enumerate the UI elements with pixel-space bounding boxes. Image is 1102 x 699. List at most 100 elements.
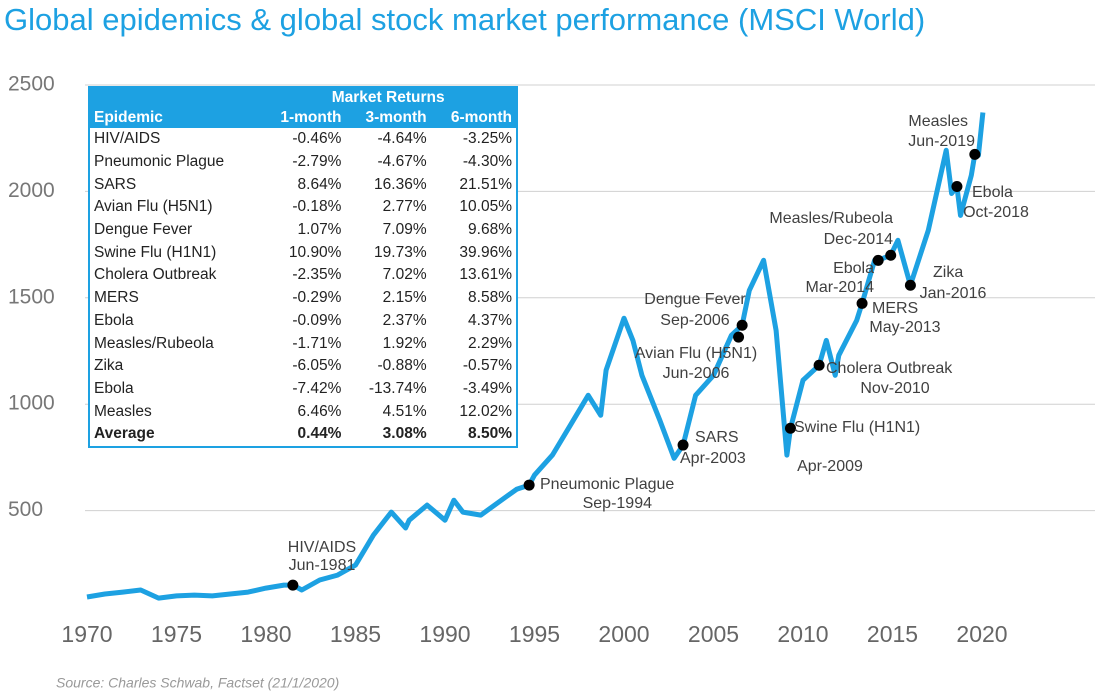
table-cell: 19.73%	[374, 243, 427, 261]
event-date: Jun-1981	[289, 557, 356, 574]
table-cell: -6.05%	[292, 357, 342, 375]
table-cell: 7.09%	[382, 221, 427, 239]
chart-title: Global epidemics & global stock market p…	[4, 2, 925, 37]
table-row: Market Returns	[89, 87, 517, 108]
table-title: Market Returns	[260, 87, 517, 108]
table-row: SARS 8.64% 16.36% 21.51%	[89, 173, 517, 196]
returns-table: Market Returns Epidemic 1-month 3-month 6-mo…	[88, 86, 518, 448]
table-cell: Ebola	[94, 379, 134, 397]
table-cell: -0.09%	[292, 311, 342, 329]
event-name: Ebola	[833, 260, 874, 277]
event-name: Swine Flu (H1N1)	[794, 419, 920, 436]
event-date: Apr-2009	[797, 458, 863, 475]
table-cell: Ebola	[94, 311, 134, 329]
table-cell: Average	[94, 425, 155, 443]
event-name: Ebola	[972, 184, 1013, 201]
table-cell: -0.46%	[292, 130, 342, 148]
event-name: Measles	[908, 113, 968, 130]
table-cell: 0.44%	[297, 425, 342, 443]
table-cell: -7.42%	[292, 379, 342, 397]
event-name: Zika	[933, 264, 963, 281]
event-point	[784, 422, 796, 434]
x-tick-label: 2000	[598, 621, 649, 647]
table-cell: 2.29%	[468, 334, 512, 352]
table-cell: Zika	[94, 357, 124, 375]
table-cell: 8.58%	[468, 289, 512, 307]
table-cell: 13.61%	[459, 266, 512, 284]
table-cell: -3.49%	[462, 379, 512, 397]
table-cell: 16.36%	[374, 175, 427, 193]
event-date: Dec-2014	[824, 231, 893, 248]
event-date: Oct-2018	[963, 204, 1029, 221]
table-row: Swine Flu (H1N1) 10.90% 19.73% 39.96%	[89, 241, 517, 264]
table-cell: 1.92%	[382, 334, 427, 352]
event-date: Mar-2014	[806, 279, 875, 296]
table-cell: Dengue Fever	[94, 221, 193, 239]
event-name: Dengue Fever	[644, 291, 746, 308]
event-date: Jun-2019	[908, 133, 975, 150]
table-cell: -2.79%	[292, 153, 342, 171]
table-cell: 1.07%	[297, 221, 342, 239]
event-point	[904, 279, 916, 291]
y-tick-label: 2000	[8, 179, 55, 202]
table-cell: -13.74%	[368, 379, 427, 397]
table-cell: 39.96%	[459, 243, 512, 261]
event-date: May-2013	[869, 319, 940, 336]
blank-cell	[89, 87, 261, 108]
table-cell: 3.08%	[382, 425, 427, 443]
table-cell: HIV/AIDS	[94, 130, 161, 148]
table-cell: Swine Flu (H1N1)	[94, 243, 217, 261]
table-cell: -4.67%	[377, 153, 427, 171]
x-tick-label: 2015	[867, 621, 918, 647]
table-cell: 2.77%	[382, 198, 427, 216]
table-row: Ebola -0.09% 2.37% 4.37%	[89, 310, 517, 333]
event-date: Nov-2010	[860, 380, 929, 397]
table-cell: 4.51%	[382, 402, 427, 420]
event-point	[677, 439, 689, 451]
event-point	[523, 479, 535, 491]
event-point	[856, 297, 868, 309]
table-row: Measles/Rubeola -1.71% 1.92% 2.29%	[89, 332, 517, 355]
table-cell: -0.18%	[292, 198, 342, 216]
table-cell: Avian Flu (H5N1)	[94, 198, 213, 216]
table-cell: -4.64%	[377, 130, 427, 148]
table-cell: MERS	[94, 289, 139, 307]
table-cell: 21.51%	[459, 175, 512, 193]
y-tick-label: 2500	[8, 73, 55, 96]
table-row: Epidemic 1-month 3-month 6-month	[89, 108, 517, 128]
table-cell: 12.02%	[459, 402, 512, 420]
table-cell: 2.37%	[382, 311, 427, 329]
table-row: Average 0.44% 3.08% 8.50%	[89, 423, 517, 447]
x-tick-label: 2005	[688, 621, 739, 647]
table-cell: Pneumonic Plague	[94, 153, 225, 171]
event-point	[951, 181, 963, 193]
table-cell: -4.30%	[462, 153, 512, 171]
x-tick-label: 1970	[61, 621, 112, 647]
x-tick-label: 1985	[330, 621, 381, 647]
column-header: 6-month	[430, 108, 517, 128]
event-point	[885, 249, 897, 261]
y-tick-label: 1500	[8, 285, 55, 308]
x-tick-label: 1995	[509, 621, 560, 647]
table-row: MERS -0.29% 2.15% 8.58%	[89, 287, 517, 310]
table-row: Cholera Outbreak -2.35% 7.02% 13.61%	[89, 264, 517, 287]
event-name: Avian Flu (H5N1)	[635, 345, 757, 362]
table-row: Dengue Fever 1.07% 7.09% 9.68%	[89, 219, 517, 242]
table-cell: 8.64%	[297, 175, 342, 193]
event-date: Jun-2006	[663, 365, 730, 382]
table-cell: 9.68%	[468, 221, 512, 239]
event-name: HIV/AIDS	[288, 539, 356, 556]
table-cell: 6.46%	[297, 402, 342, 420]
event-point	[872, 254, 884, 266]
table-cell: -2.35%	[292, 266, 342, 284]
table-row: Avian Flu (H5N1) -0.18% 2.77% 10.05%	[89, 196, 517, 219]
table-cell: -3.25%	[462, 130, 512, 148]
table-cell: Cholera Outbreak	[94, 266, 217, 284]
table-cell: 8.50%	[468, 425, 512, 443]
event-point	[287, 579, 299, 591]
event-point	[969, 148, 981, 160]
table-row: Zika -6.05% -0.88% -0.57%	[89, 355, 517, 378]
table-cell: -0.29%	[292, 289, 342, 307]
